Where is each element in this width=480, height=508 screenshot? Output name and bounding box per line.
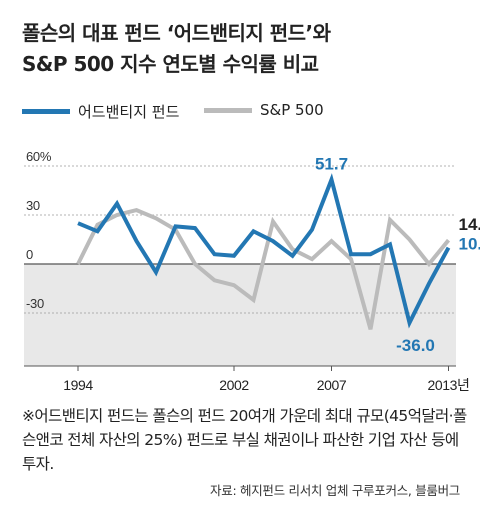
data-label-0: 51.7: [315, 155, 348, 174]
x-tick-label-1: 2002: [219, 377, 249, 393]
legend-label-sp500: S&P 500: [260, 101, 324, 119]
title-line-2: S&P 500 지수 연도별 수익률 비교: [22, 52, 319, 76]
legend-label-fund: 어드밴티지 펀드: [78, 103, 180, 121]
legend-item-fund: 어드밴티지 펀드: [22, 101, 179, 122]
chart-title: 폴슨의 대표 펀드 ‘어드밴티지 펀드’와 S&P 500 지수 연도별 수익률…: [22, 18, 331, 80]
series-line-sp500: [76, 207, 451, 330]
footnote: ※어드밴티지 펀드는 폴슨의 펀드 20여개 가운데 최대 규모(45억달러·폴…: [22, 407, 467, 473]
y-tick-label-3: -30: [26, 296, 44, 311]
y-tick-label-2: 0: [26, 247, 33, 262]
y-tick-label-0: 60%: [26, 149, 52, 164]
negative-band: [24, 264, 456, 366]
x-tick-label-0: 1994: [63, 377, 93, 393]
legend-swatch-fund: [22, 109, 70, 114]
data-label-3: 10.0%: [459, 235, 480, 254]
y-tick-label-1: 30: [26, 198, 40, 213]
series-line-fund: [77, 173, 451, 329]
legend-swatch-sp500: [204, 107, 252, 113]
x-tick-label-2: 2007: [317, 377, 347, 393]
legend-item-sp500: S&P 500: [204, 101, 324, 119]
data-label-1: -36.0: [396, 336, 435, 355]
title-line-1: 폴슨의 대표 펀드 ‘어드밴티지 펀드’와: [22, 21, 331, 45]
x-tick-label-3: 2013년: [427, 377, 469, 393]
source-note: 자료: 헤지펀드 리서치 업체 구루포커스, 블룸버그: [210, 483, 460, 498]
line-chart: 60% 30 0 -30 1994 2002 2007 2013년 51.7 -36.0 14.6%…: [24, 149, 480, 393]
data-label-2: 14.6%: [459, 215, 480, 234]
